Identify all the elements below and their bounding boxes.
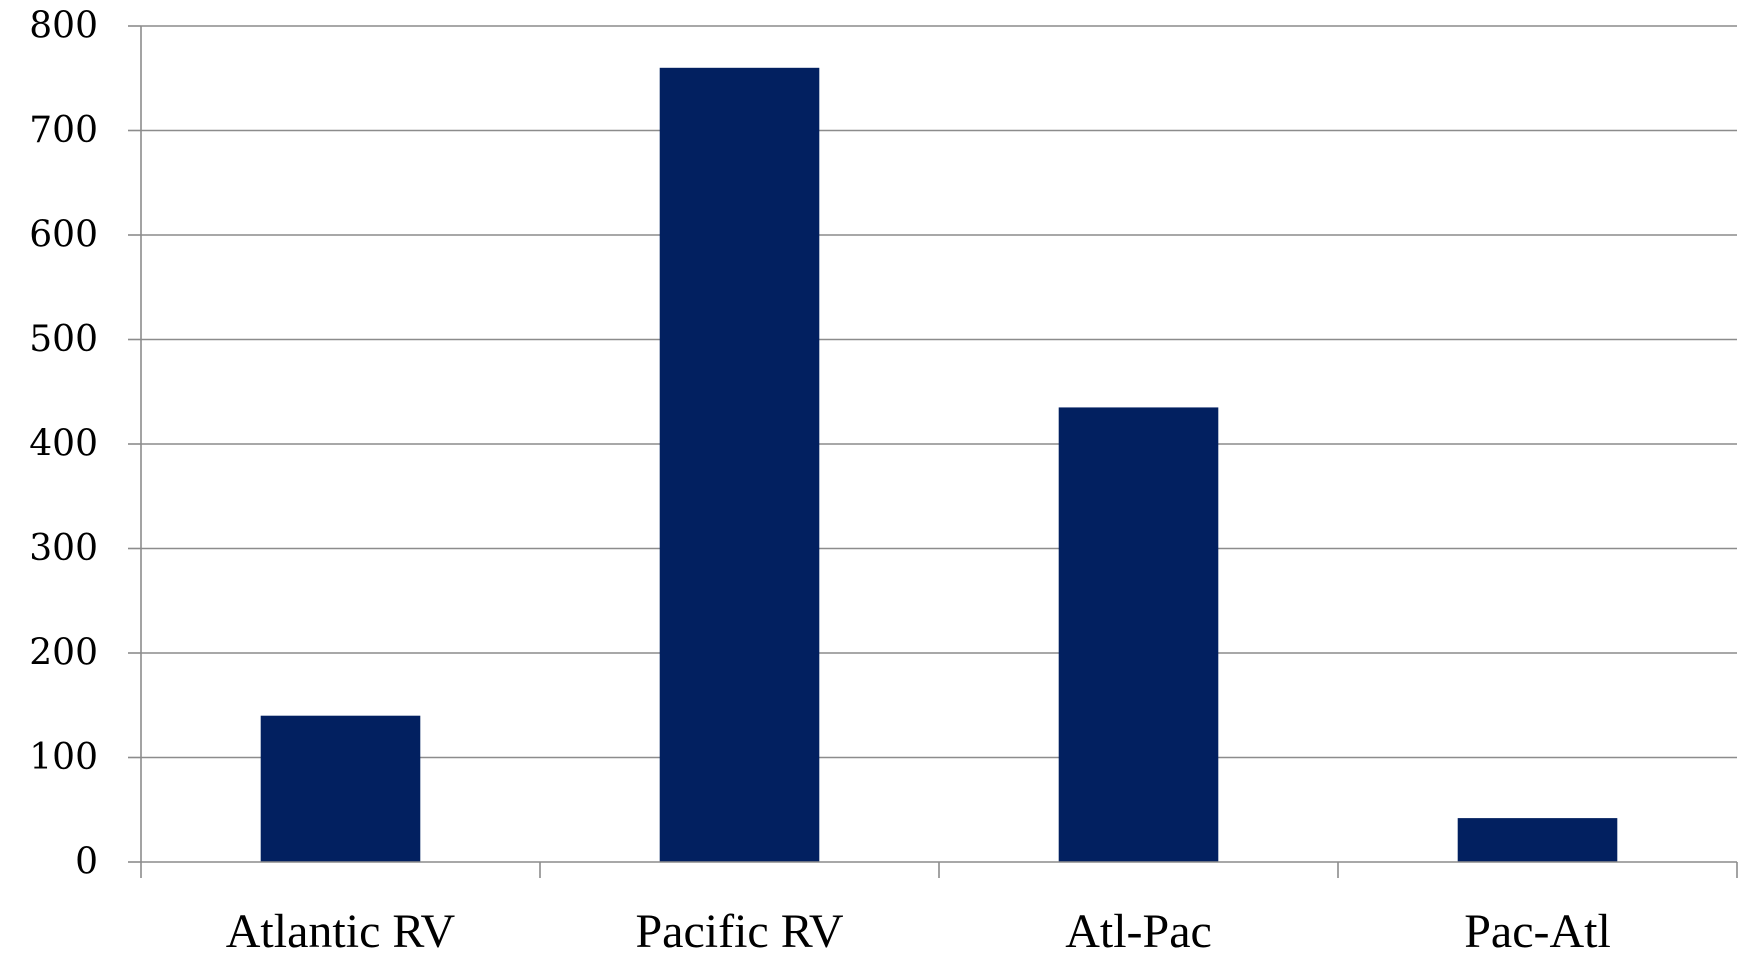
- labels: 0 100 200 300 400 500 600 700 800 Atlantic RV Paci…: [29, 6, 1611, 954]
- gridlines: [141, 25, 1737, 759]
- y-tick-label: 500: [29, 319, 98, 360]
- x-tick-label: Pac-Atl: [1464, 905, 1611, 954]
- bar: [1457, 818, 1618, 862]
- y-tick-label: 400: [29, 424, 98, 465]
- y-tick-label: 300: [29, 528, 98, 569]
- axes: [128, 25, 1738, 878]
- bar: [659, 67, 820, 863]
- y-tick-label: 700: [29, 110, 98, 151]
- bars: [260, 67, 1618, 863]
- x-tick-label: Atl-Pac: [1065, 905, 1212, 954]
- x-tick-label: Pacific RV: [635, 905, 843, 954]
- y-tick-label: 0: [75, 842, 98, 883]
- y-tick-label: 600: [29, 215, 98, 256]
- bar: [260, 715, 421, 862]
- x-tick-label: Atlantic RV: [226, 905, 456, 954]
- y-tick-label: 800: [29, 6, 98, 47]
- y-tick-label: 200: [29, 633, 98, 674]
- y-tick-label: 100: [29, 737, 98, 778]
- bar: [1058, 407, 1219, 862]
